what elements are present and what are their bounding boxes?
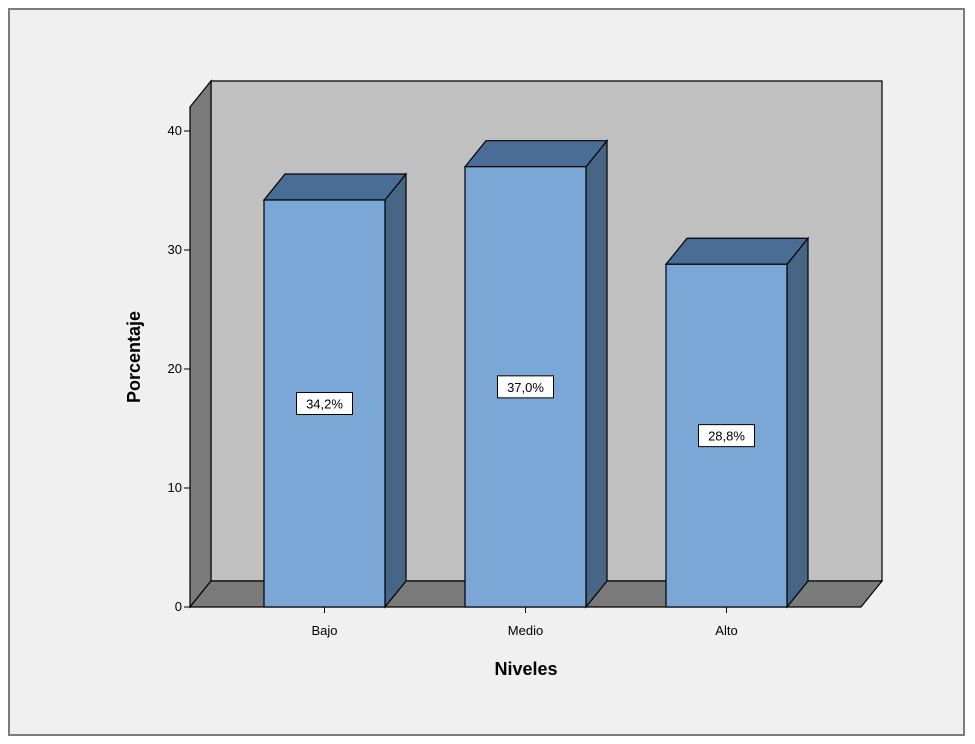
data-label-box — [698, 424, 755, 448]
x-tick-label: Medio — [508, 623, 543, 638]
y-axis-title: Porcentaje — [124, 311, 144, 403]
y-tick-label: 40 — [168, 123, 182, 138]
bar-top — [262, 173, 408, 201]
x-tick-label: Alto — [715, 623, 737, 638]
y-tick-label: 0 — [175, 599, 182, 614]
x-tick-label: Bajo — [311, 623, 337, 638]
bar-side — [384, 172, 407, 609]
bar-bajo: 34,2% — [262, 172, 408, 609]
data-label-box — [497, 375, 554, 399]
bar-top — [463, 140, 609, 168]
data-label: 28,8% — [708, 429, 745, 444]
bar-top — [664, 237, 810, 265]
bar-side — [786, 236, 809, 609]
bar-medio: 37,0% — [463, 139, 609, 609]
data-label: 34,2% — [306, 397, 343, 412]
y-tick-label: 30 — [168, 242, 182, 257]
y-tick-label: 10 — [168, 480, 182, 495]
data-label: 37,0% — [507, 380, 544, 395]
y-axis: 0 10 20 30 40 — [168, 107, 191, 614]
bars: 34,2% 37,0% 28,8% — [262, 139, 810, 609]
x-axis-labels: Bajo Medio Alto — [311, 607, 738, 638]
x-axis-title: Niveles — [494, 659, 557, 679]
data-label-box — [296, 392, 353, 416]
side-wall — [189, 79, 212, 609]
bar-alto: 28,8% — [664, 236, 810, 609]
y-tick-label: 20 — [168, 361, 182, 376]
bar-side — [585, 139, 608, 609]
